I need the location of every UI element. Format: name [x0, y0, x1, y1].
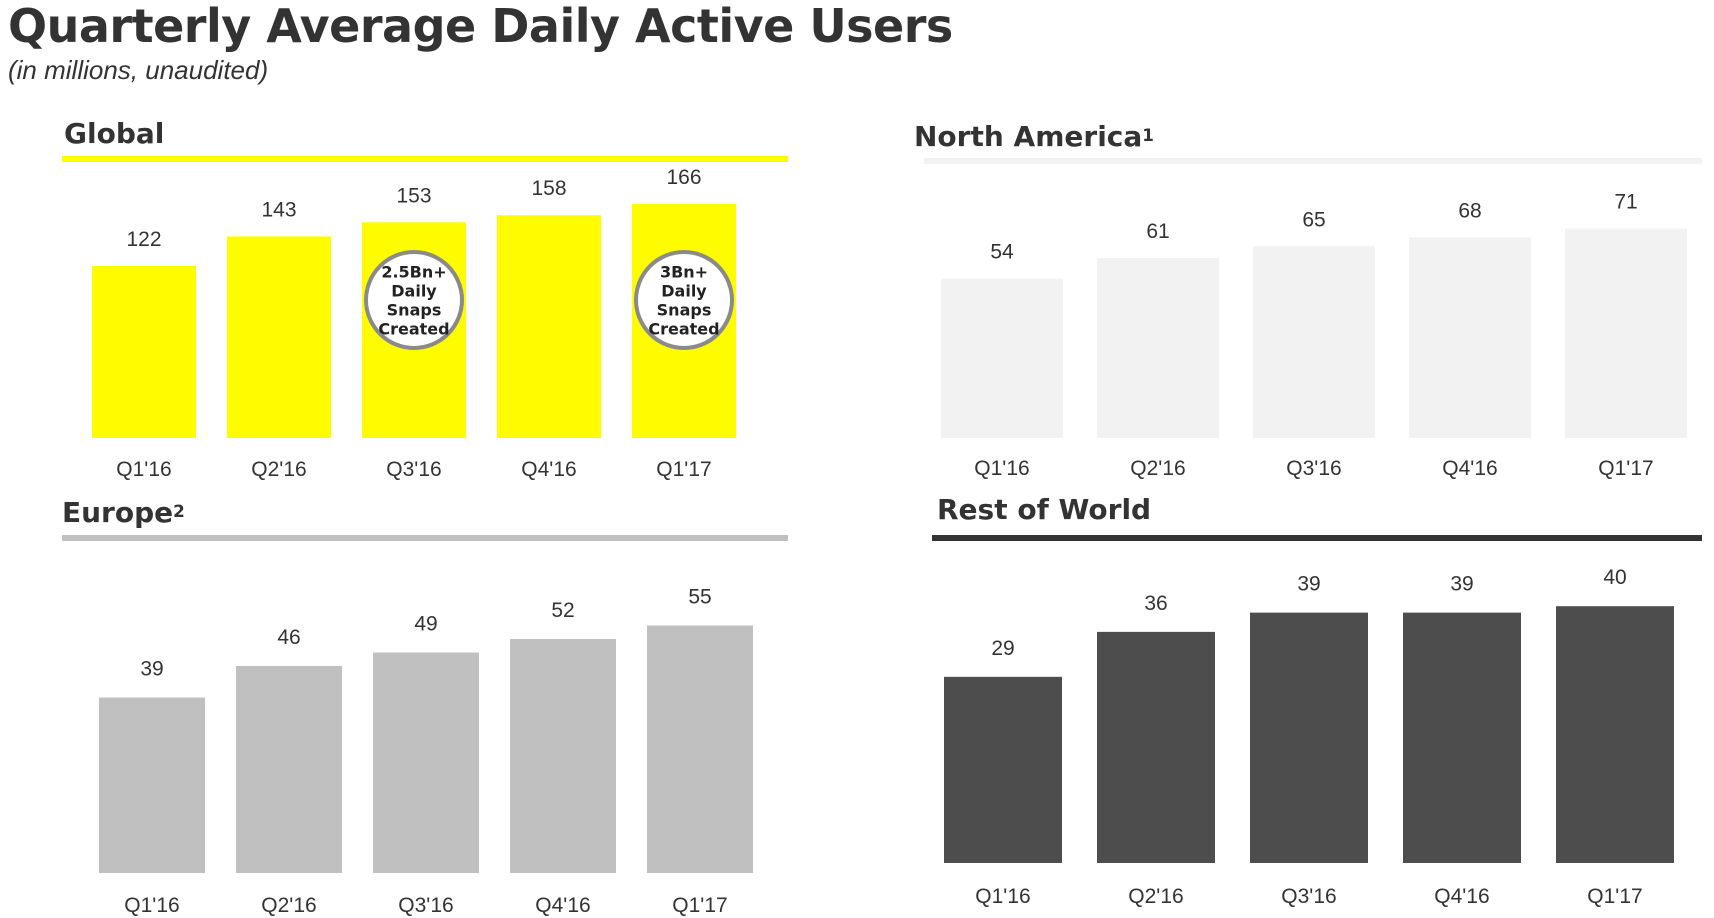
chart-global: 122Q1'16143Q2'16153Q3'162.5Bn+DailySnaps… — [92, 166, 736, 481]
tick-label-north-america-3: Q3'16 — [1286, 457, 1341, 480]
chart-title-global: Global — [64, 117, 165, 150]
bar-north-america-5 — [1565, 228, 1687, 438]
bar-north-america-2 — [1097, 258, 1219, 438]
badge-text-line: Snaps — [657, 301, 712, 320]
badge-text-line: Created — [648, 320, 719, 339]
badge-text-line: 3Bn+ — [660, 263, 708, 282]
tick-label-global-1: Q1'16 — [116, 458, 171, 481]
tick-label-global-4: Q4'16 — [521, 458, 576, 481]
bar-global-4 — [497, 215, 601, 438]
page-subtitle: (in millions, unaudited) — [8, 55, 269, 85]
bar-rest-of-world-4 — [1403, 612, 1521, 863]
bar-rest-of-world-1 — [944, 676, 1062, 863]
chart-title-europe: Europe2 — [62, 496, 185, 529]
tick-label-rest-of-world-5: Q1'17 — [1587, 885, 1642, 908]
title-rule-global — [62, 156, 788, 162]
title-rule-rest-of-world — [932, 535, 1702, 541]
value-label-europe-4: 52 — [551, 599, 574, 622]
value-label-north-america-4: 68 — [1458, 199, 1481, 222]
value-label-europe-2: 46 — [277, 626, 300, 649]
value-label-rest-of-world-2: 36 — [1144, 592, 1167, 615]
bar-rest-of-world-2 — [1097, 631, 1215, 863]
tick-label-rest-of-world-4: Q4'16 — [1434, 885, 1489, 908]
tick-label-europe-3: Q3'16 — [398, 894, 453, 917]
chart-title-rest-of-world: Rest of World — [937, 493, 1152, 526]
badge-circle — [634, 250, 734, 350]
chart-rest-of-world: 29 Q1'16 36 Q2'16 39 Q3'16 39 Q4'16 40 Q1'17 — [944, 566, 1674, 908]
value-label-global-2: 143 — [261, 198, 296, 221]
value-label-global-4: 158 — [531, 177, 566, 200]
chart-north-america: 54 Q1'16 61 Q2'16 65 Q3'16 68 Q4'16 71 Q1'17 — [941, 191, 1687, 480]
value-label-rest-of-world-1: 29 — [991, 637, 1014, 660]
bar-global-1 — [92, 265, 196, 438]
bar-europe-1 — [99, 697, 205, 873]
value-label-north-america-5: 71 — [1614, 191, 1637, 214]
tick-label-north-america-2: Q2'16 — [1130, 457, 1185, 480]
tick-label-north-america-4: Q4'16 — [1442, 457, 1497, 480]
title-rule-europe — [62, 535, 788, 541]
value-label-global-5: 166 — [666, 166, 701, 189]
tick-label-global-5: Q1'17 — [656, 458, 711, 481]
chart-title-north-america: North America1 — [914, 120, 1154, 153]
badge-text-line: Daily — [661, 282, 707, 301]
tick-label-rest-of-world-2: Q2'16 — [1128, 885, 1183, 908]
value-label-north-america-1: 54 — [990, 241, 1014, 264]
tick-label-global-3: Q3'16 — [386, 458, 441, 481]
value-label-north-america-2: 61 — [1146, 220, 1169, 243]
bar-north-america-1 — [941, 278, 1063, 438]
value-label-europe-3: 49 — [414, 613, 437, 636]
bar-global-2 — [227, 236, 331, 438]
bar-rest-of-world-5 — [1556, 606, 1674, 863]
value-label-global-1: 122 — [126, 228, 161, 251]
value-label-europe-5: 55 — [688, 586, 711, 609]
tick-label-europe-5: Q1'17 — [672, 894, 727, 917]
tick-label-global-2: Q2'16 — [251, 458, 306, 481]
value-label-north-america-3: 65 — [1302, 208, 1325, 231]
badge-text-line: Snaps — [387, 301, 442, 320]
badge-text-line: Daily — [391, 282, 437, 301]
badge-text-line: Created — [378, 320, 449, 339]
tick-label-north-america-5: Q1'17 — [1598, 457, 1653, 480]
value-label-global-3: 153 — [396, 184, 431, 207]
tick-label-north-america-1: Q1'16 — [974, 457, 1029, 480]
chart-europe: 39 Q1'16 46 Q2'16 49 Q3'16 52 Q4'16 55 Q1'17 — [99, 586, 753, 917]
value-label-rest-of-world-5: 40 — [1603, 566, 1626, 589]
tick-label-europe-1: Q1'16 — [124, 894, 179, 917]
tick-label-europe-2: Q2'16 — [261, 894, 316, 917]
tick-label-europe-4: Q4'16 — [535, 894, 590, 917]
bar-rest-of-world-3 — [1250, 612, 1368, 863]
bar-north-america-4 — [1409, 237, 1531, 438]
badge-circle — [364, 250, 464, 350]
bar-europe-4 — [510, 639, 616, 873]
badge-text-line: 2.5Bn+ — [381, 263, 446, 282]
value-label-rest-of-world-3: 39 — [1297, 573, 1320, 596]
value-label-rest-of-world-4: 39 — [1450, 573, 1473, 596]
bar-europe-2 — [236, 666, 342, 873]
value-label-europe-1: 39 — [140, 658, 163, 681]
tick-label-rest-of-world-1: Q1'16 — [975, 885, 1030, 908]
bar-north-america-3 — [1253, 246, 1375, 438]
tick-label-rest-of-world-3: Q3'16 — [1281, 885, 1336, 908]
bar-europe-5 — [647, 625, 753, 873]
title-rule-north-america — [924, 158, 1702, 164]
page-title: Quarterly Average Daily Active Users — [8, 0, 953, 53]
bar-europe-3 — [373, 652, 479, 873]
